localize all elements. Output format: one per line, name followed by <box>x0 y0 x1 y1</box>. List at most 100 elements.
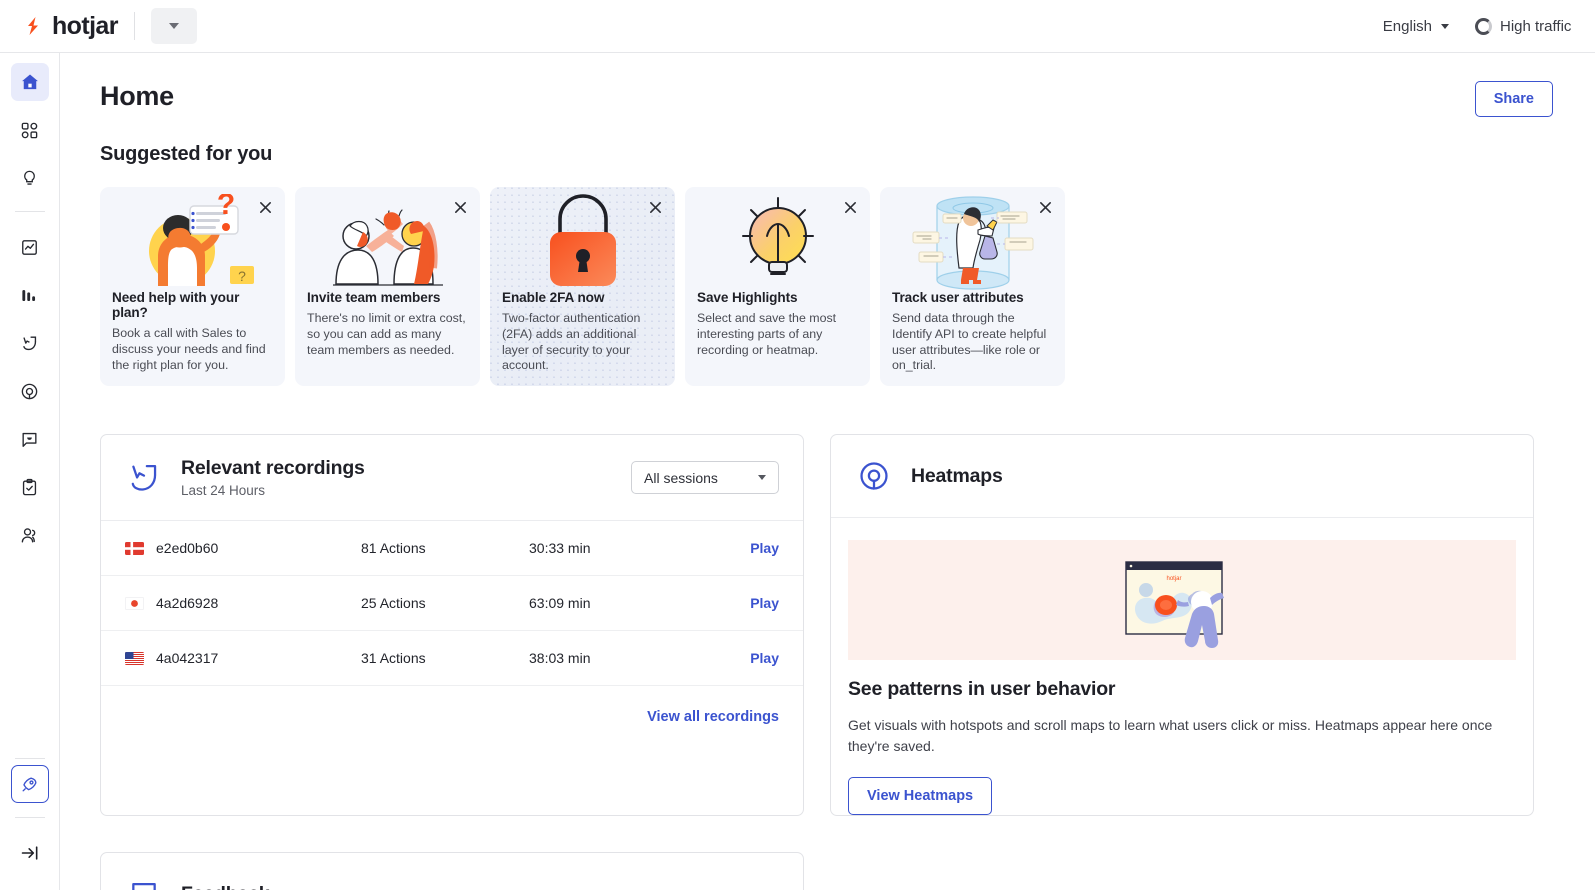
sidebar-item-home[interactable] <box>10 63 49 101</box>
play-button[interactable]: Play <box>750 540 779 556</box>
heatmap-illustration: hotjar <box>848 540 1516 660</box>
person-with-question-illustration: ? ? <box>100 187 285 290</box>
close-icon[interactable] <box>254 196 276 218</box>
suggested-cards: ? ? Need help with your plan? Book a cal… <box>60 166 1595 386</box>
sidebar-item-users[interactable] <box>11 516 49 554</box>
grid-icon <box>21 122 38 138</box>
sidebar-item-heatmaps[interactable] <box>11 372 49 410</box>
suggestion-card-invite-team[interactable]: Invite team members There's no limit or … <box>295 187 480 386</box>
flag-denmark <box>125 541 144 555</box>
rocket-icon <box>22 776 37 792</box>
close-icon[interactable] <box>449 196 471 218</box>
suggestion-card-enable-2fa[interactable]: Enable 2FA now Two-factor authentication… <box>490 187 675 386</box>
page-title: Home <box>100 81 174 111</box>
card-body: Select and save the most interesting par… <box>697 311 837 357</box>
page-header: Home Share <box>60 53 1595 117</box>
card-body: Two-factor authentication (2FA) adds an … <box>502 311 641 373</box>
hotjar-flame-icon <box>22 15 44 37</box>
traffic-status[interactable]: High traffic <box>1475 17 1595 35</box>
play-button[interactable]: Play <box>750 650 779 666</box>
card-title: Invite team members <box>307 290 441 305</box>
feedback-panel: Feedback <box>100 852 804 890</box>
main-content: Home Share Suggested for you <box>60 53 1595 890</box>
suggestion-card-plan-help[interactable]: ? ? Need help with your plan? Book a cal… <box>100 187 285 386</box>
people-icon <box>21 527 36 543</box>
close-icon[interactable] <box>1034 196 1056 218</box>
svg-text:?: ? <box>216 194 234 221</box>
padlock-illustration <box>490 187 675 290</box>
traffic-status-label: High traffic <box>1500 17 1572 35</box>
share-button[interactable]: Share <box>1474 81 1553 117</box>
sidebar-item-insights[interactable] <box>11 159 49 197</box>
high-five-illustration <box>295 187 480 290</box>
recording-duration: 63:09 min <box>529 595 591 611</box>
recording-id: 4a2d6928 <box>156 595 219 611</box>
clipboard-check-icon <box>22 478 37 495</box>
lightbulb-icon <box>24 170 35 185</box>
sidebar-divider-bottom <box>14 758 45 759</box>
play-button[interactable]: Play <box>750 595 779 611</box>
heatmaps-title: Heatmaps <box>911 464 1003 487</box>
card-title: Save Highlights <box>697 290 798 305</box>
sidebar-item-feedback[interactable] <box>11 420 49 458</box>
heatmaps-panel-header: Heatmaps <box>831 435 1533 518</box>
suggestion-card-save-highlights[interactable]: Save Highlights Select and save the most… <box>685 187 870 386</box>
card-title: Track user attributes <box>892 290 1024 305</box>
heatmaps-panel: Heatmaps hotjar <box>830 434 1534 816</box>
recording-actions: 81 Actions <box>361 540 426 556</box>
view-heatmaps-button[interactable]: View Heatmaps <box>848 777 993 815</box>
flag-usa <box>125 651 144 665</box>
table-row[interactable]: 4a042317 31 Actions 38:03 min Play <box>101 631 803 686</box>
table-row[interactable]: e2ed0b60 81 Actions 30:33 min Play <box>101 521 803 576</box>
card-body: Send data through the Identify API to cr… <box>892 311 1047 373</box>
bar-chart-icon <box>22 289 36 301</box>
flag-japan <box>125 596 144 610</box>
heatmaps-empty-title: See patterns in user behavior <box>848 678 1116 700</box>
recordings-titles: Relevant recordings Last 24 Hours <box>181 457 365 498</box>
sidebar-item-dashboards[interactable] <box>11 111 49 149</box>
dashboard-panels: Relevant recordings Last 24 Hours All se… <box>60 386 1595 816</box>
language-selector[interactable]: English <box>1383 18 1449 35</box>
relevant-recordings-panel: Relevant recordings Last 24 Hours All se… <box>100 434 804 816</box>
trend-chart-icon <box>22 239 37 255</box>
feedback-panel-header: Feedback <box>101 853 803 890</box>
chevron-down-icon <box>168 23 179 29</box>
sidebar-item-expand[interactable] <box>11 834 49 872</box>
logo-divider <box>133 12 135 40</box>
recording-id: 4a042317 <box>156 650 219 666</box>
sidebar-item-upgrade[interactable] <box>10 765 49 803</box>
svg-text:?: ? <box>238 268 246 284</box>
recordings-footer: View all recordings <box>101 686 803 747</box>
sidebar-item-trends[interactable] <box>11 228 49 266</box>
heatmaps-empty-state: See patterns in user behavior Get visual… <box>831 660 1533 815</box>
heatmaps-empty-body: Get visuals with hotspots and scroll map… <box>848 717 1493 754</box>
close-icon[interactable] <box>644 196 666 218</box>
home-icon <box>21 74 38 90</box>
recording-duration: 38:03 min <box>529 650 591 666</box>
scientist-illustration <box>880 187 1065 290</box>
view-all-recordings-link[interactable]: View all recordings <box>647 708 779 725</box>
sidebar-divider <box>14 211 45 212</box>
speech-bubble-icon <box>22 432 37 447</box>
suggested-section-title: Suggested for you <box>100 143 273 165</box>
sessions-filter-value: All sessions <box>644 469 718 486</box>
speech-bubble-icon <box>125 875 163 890</box>
traffic-gauge-icon <box>1475 17 1492 35</box>
close-icon[interactable] <box>839 196 861 218</box>
table-row[interactable]: 4a2d6928 25 Actions 63:09 min Play <box>101 576 803 631</box>
svg-text:hotjar: hotjar <box>1166 576 1181 582</box>
recording-id: e2ed0b60 <box>156 540 219 556</box>
card-body: Book a call with Sales to discuss your n… <box>112 326 266 372</box>
account-switcher-button[interactable] <box>150 8 197 44</box>
brand-logo[interactable]: hotjar <box>22 12 118 41</box>
sessions-filter-select[interactable]: All sessions <box>631 461 779 494</box>
heatmaps-titles: Heatmaps <box>911 465 1003 488</box>
suggestion-card-user-attributes[interactable]: Track user attributes Send data through … <box>880 187 1065 386</box>
brand-name: hotjar <box>52 11 118 40</box>
sidebar-item-funnels[interactable] <box>11 276 49 314</box>
top-bar: hotjar English High traffic <box>0 0 1595 53</box>
recording-duration: 30:33 min <box>529 540 591 556</box>
sidebar-item-surveys[interactable] <box>11 468 49 506</box>
sidebar-item-recordings[interactable] <box>11 324 49 362</box>
